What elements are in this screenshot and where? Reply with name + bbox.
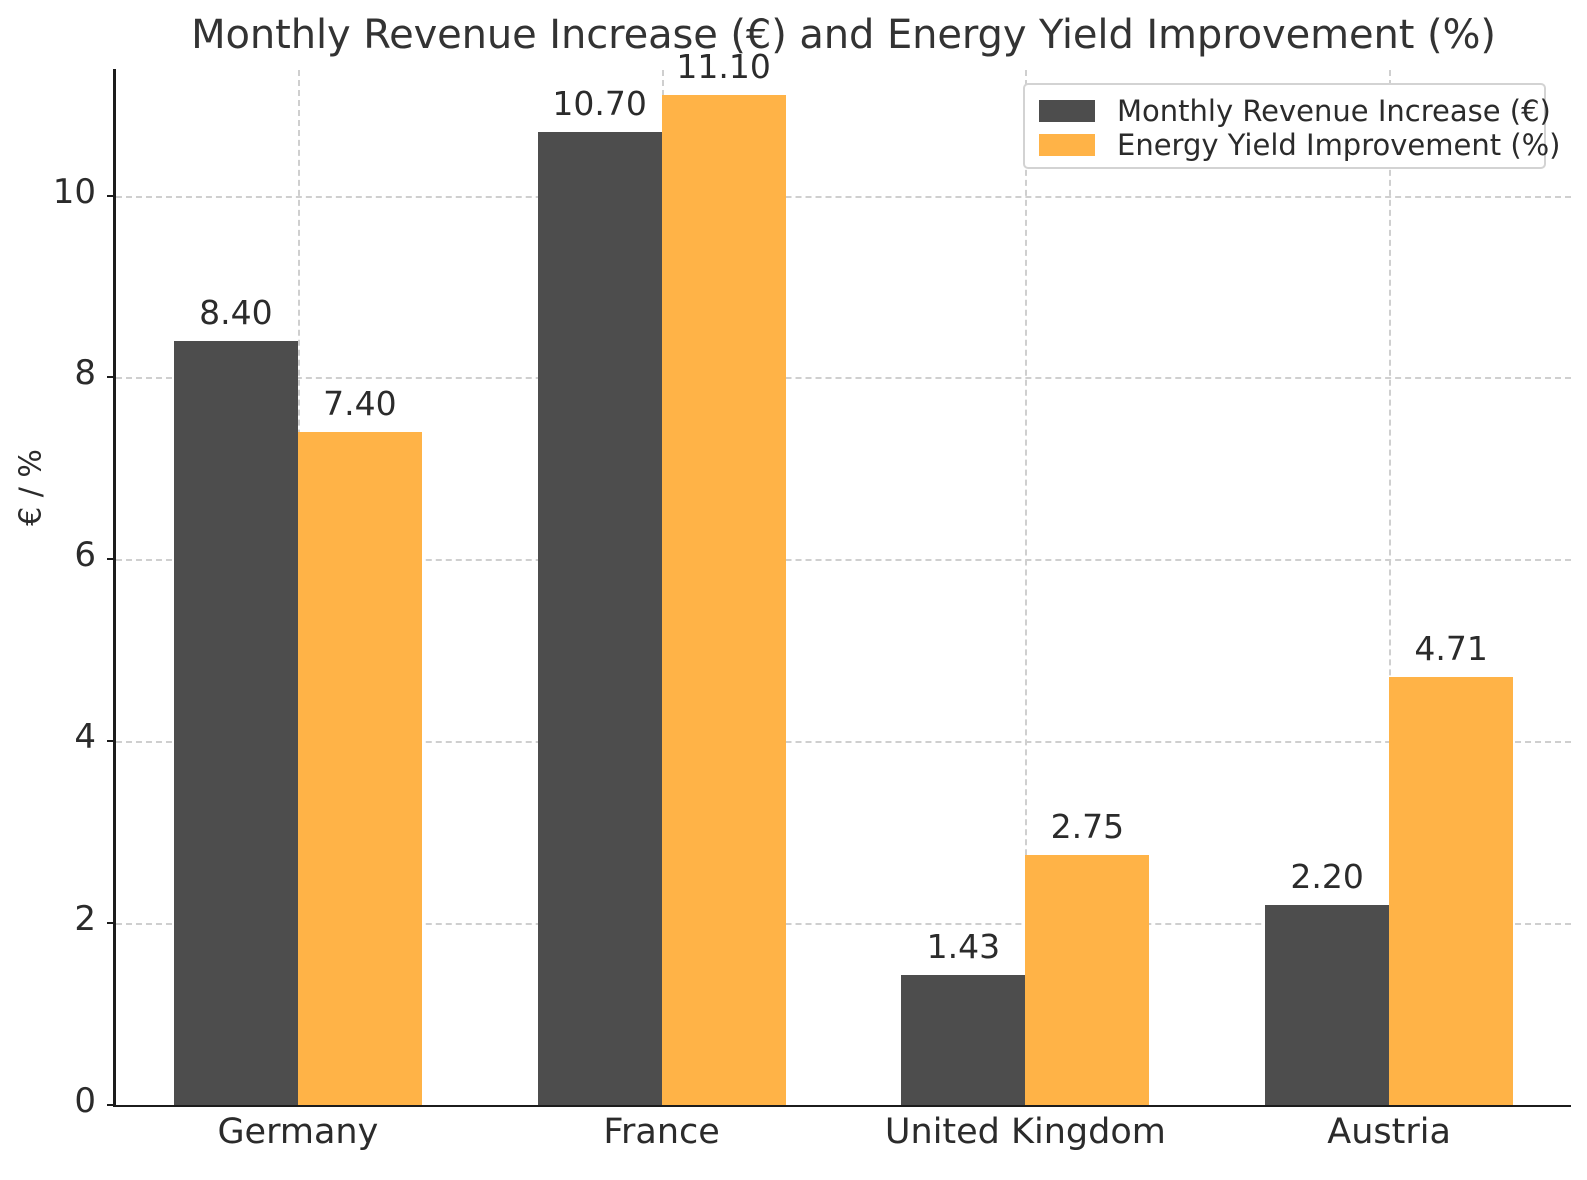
legend-label-series-1: Energy Yield Improvement (%) xyxy=(1117,128,1561,162)
gridline-horizontal xyxy=(116,195,1571,198)
y-axis-tick xyxy=(107,922,116,925)
legend-item-monthly-revenue-increase: Monthly Revenue Increase (€) xyxy=(1039,94,1551,128)
y-axis-tick xyxy=(107,558,116,561)
bar-austria-series-0[interactable] xyxy=(1265,904,1390,1105)
plot-area: 8.40 7.40 10.70 11.10 1.43 2.75 2.20 4.71 xyxy=(107,47,1571,1106)
y-axis-tick-label: 4 xyxy=(74,717,96,758)
legend-item-energy-yield-improvement: Energy Yield Improvement (%) xyxy=(1039,128,1561,162)
gridline-horizontal xyxy=(116,559,1571,562)
legend-swatch-icon-series-0 xyxy=(1039,100,1095,122)
y-axis-tick-label: 10 xyxy=(52,171,96,212)
x-axis-spine xyxy=(113,1104,1571,1107)
gridline-vertical xyxy=(1025,70,1028,1105)
x-axis-tick-label: United Kingdom xyxy=(884,1112,1166,1152)
y-axis-tick xyxy=(107,376,116,379)
x-axis-tick-label: France xyxy=(603,1112,720,1152)
bar-united-kingdom-series-1[interactable] xyxy=(1025,854,1150,1105)
bar-france-series-0[interactable] xyxy=(537,131,662,1105)
bar-value-label: 8.40 xyxy=(199,293,273,333)
bar-germany-series-1[interactable] xyxy=(297,431,422,1105)
legend-label-series-0: Monthly Revenue Increase (€) xyxy=(1117,94,1551,128)
y-axis-tick xyxy=(107,1104,116,1106)
y-axis-tick-label: 0 xyxy=(74,1081,96,1121)
y-axis-tick-label: 6 xyxy=(74,535,96,576)
x-axis-tick-label: Germany xyxy=(217,1112,379,1152)
bar-value-label: 2.20 xyxy=(1290,856,1364,896)
legend-swatch-icon-series-1 xyxy=(1039,134,1095,156)
gridline-horizontal xyxy=(116,377,1571,380)
bar-austria-series-1[interactable] xyxy=(1389,676,1514,1105)
gridline-horizontal xyxy=(116,923,1571,926)
y-axis-tick xyxy=(107,740,116,743)
y-axis-tick-label: 2 xyxy=(74,899,96,940)
x-axis-tick-label: Austria xyxy=(1327,1112,1451,1152)
y-axis-spine xyxy=(113,69,116,1107)
bar-value-label: 7.40 xyxy=(323,383,397,423)
bar-france-series-1[interactable] xyxy=(661,95,786,1105)
bar-united-kingdom-series-0[interactable] xyxy=(901,974,1026,1105)
gridline-vertical xyxy=(1389,70,1392,1105)
bar-value-label: 2.75 xyxy=(1050,806,1125,846)
gridline-horizontal xyxy=(116,741,1571,744)
y-axis-tick xyxy=(107,194,116,197)
chart-title: Monthly Revenue Increase (€) and Energy … xyxy=(191,12,1496,58)
bar-value-label: 11.10 xyxy=(676,47,771,87)
bar-value-label: 4.71 xyxy=(1414,628,1488,668)
y-axis-tick-label: 8 xyxy=(74,353,96,394)
chart-legend: Monthly Revenue Increase (€) Energy Yiel… xyxy=(1023,83,1561,169)
bar-value-label: 1.43 xyxy=(926,926,1001,966)
bar-germany-series-0[interactable] xyxy=(173,341,298,1105)
bar-value-label: 10.70 xyxy=(552,83,647,123)
